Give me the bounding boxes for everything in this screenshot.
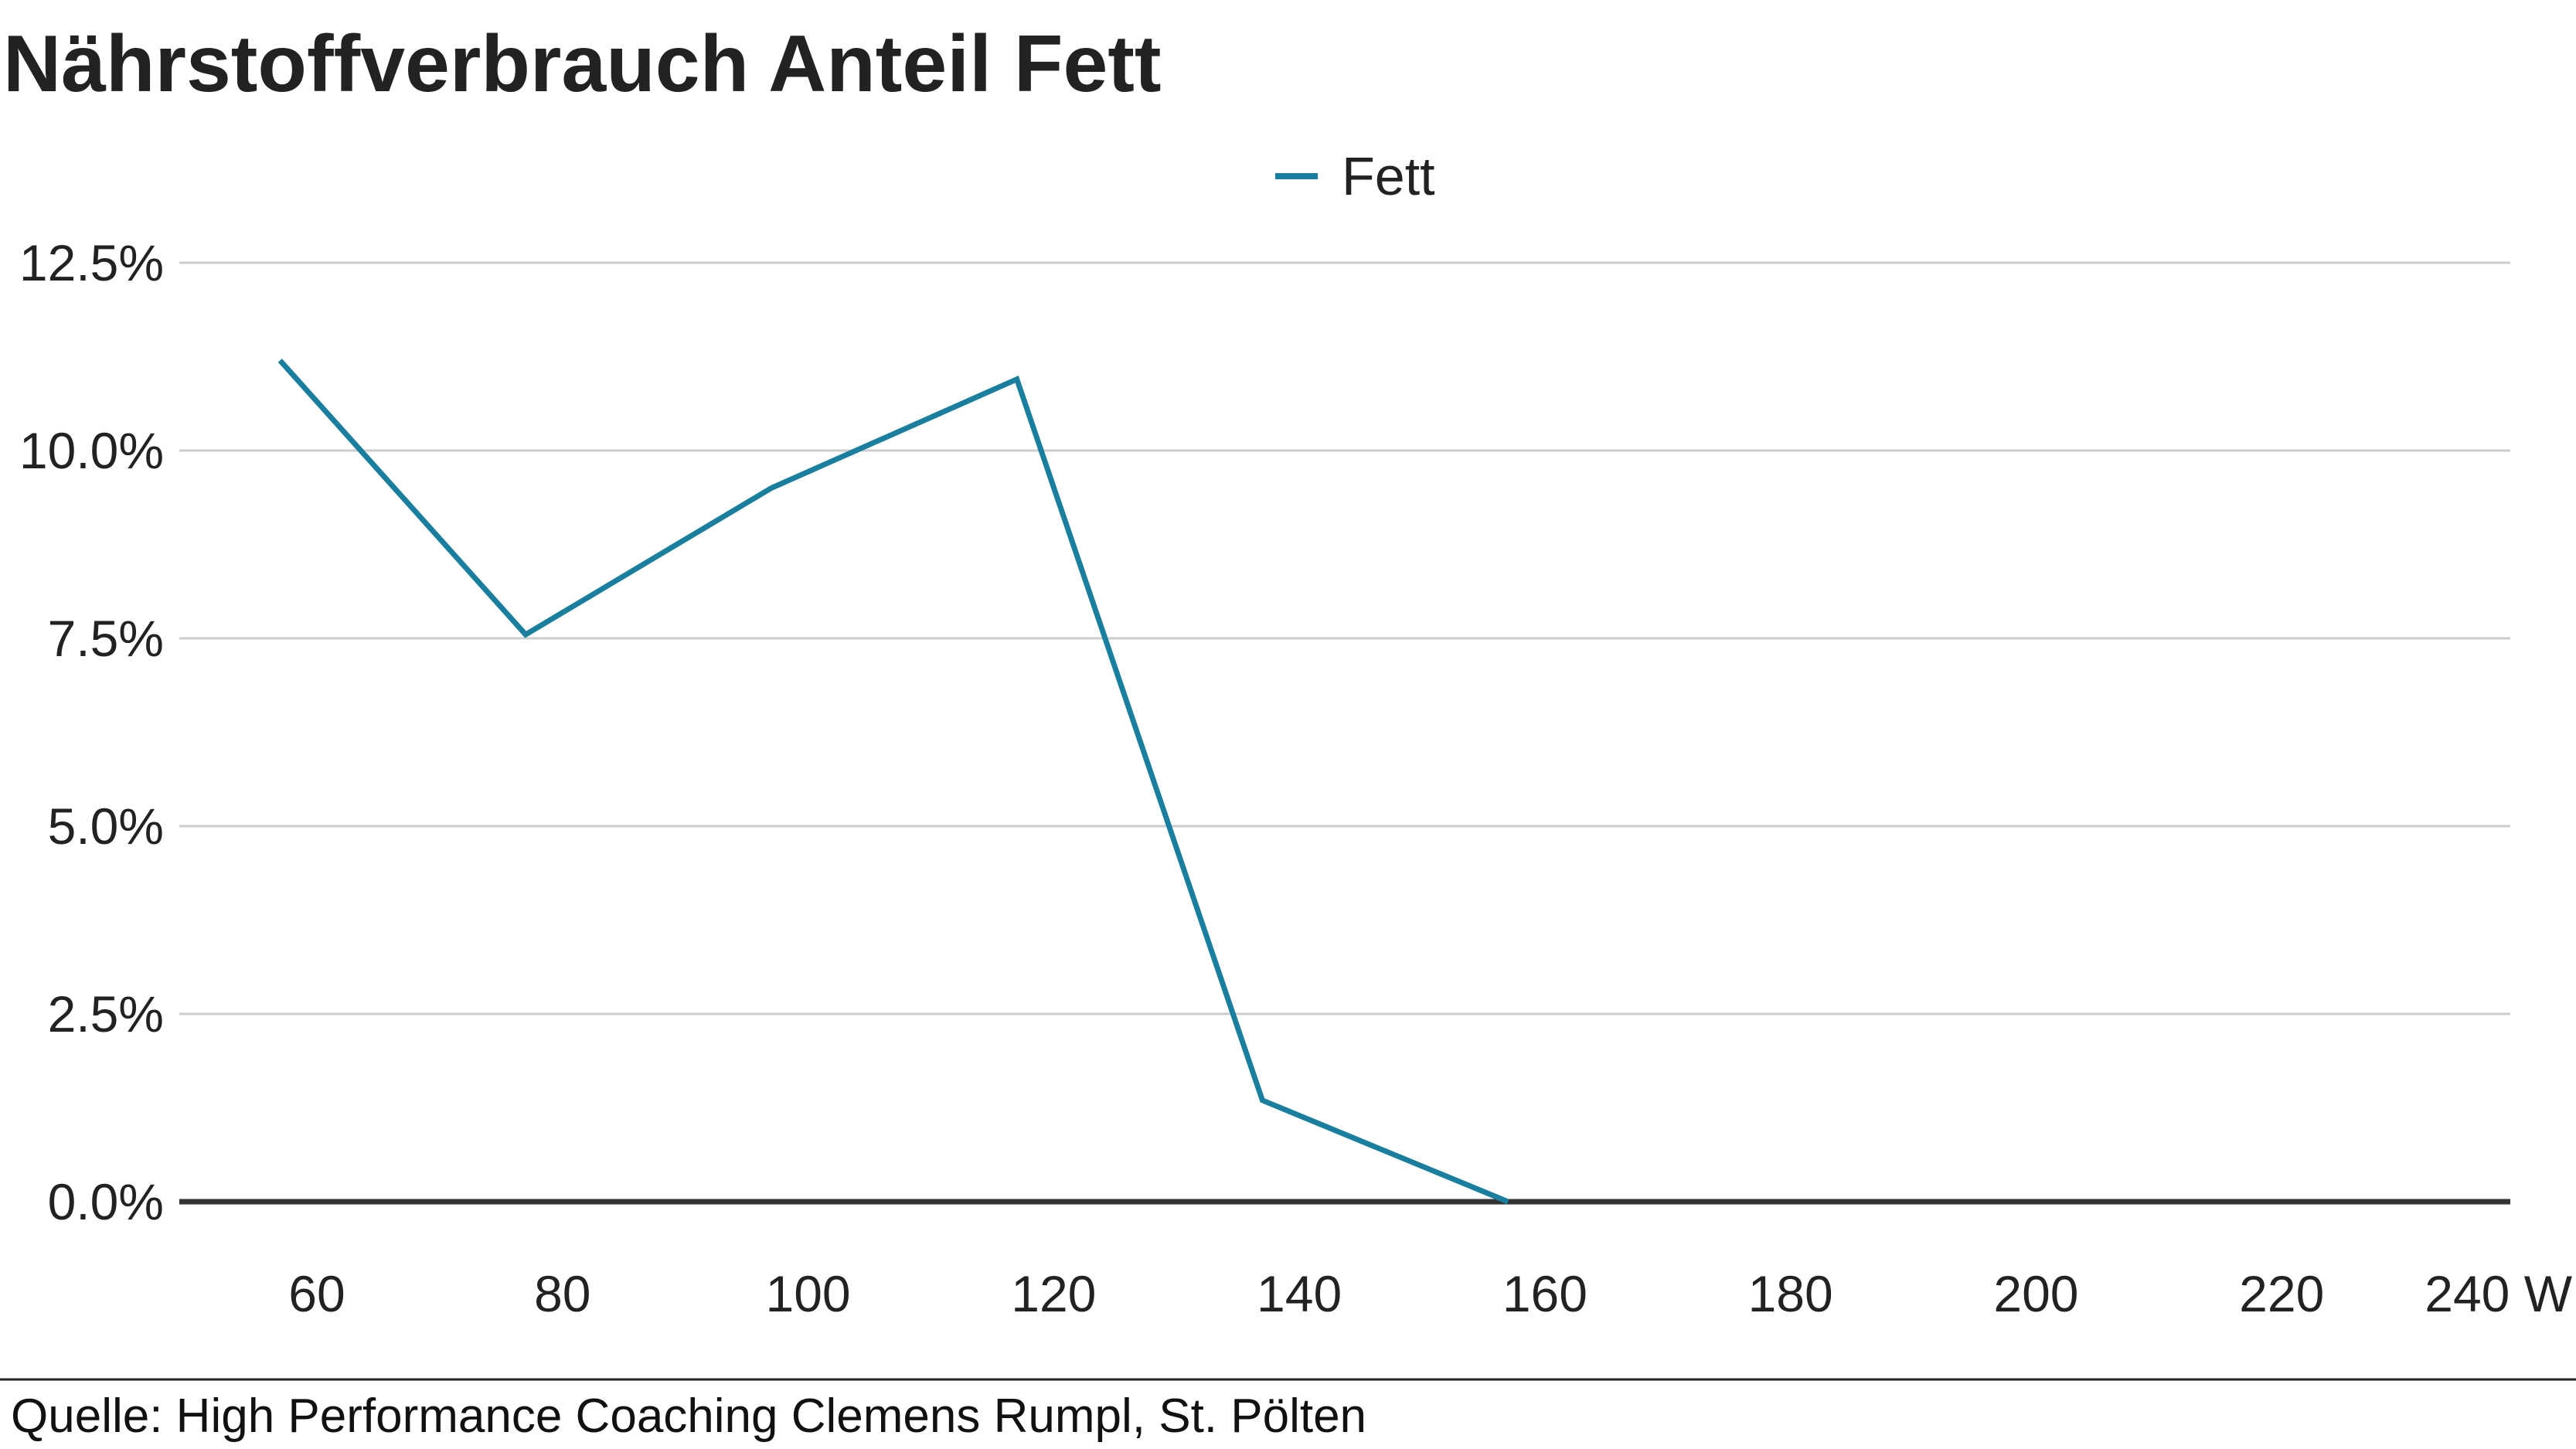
- x-tick-label: 160: [1502, 1265, 1587, 1322]
- y-tick-label: 5.0%: [48, 798, 164, 855]
- x-tick-label: 240 W: [2425, 1265, 2572, 1322]
- legend-label-fett: Fett: [1342, 146, 1435, 206]
- y-tick-label: 2.5%: [48, 985, 164, 1043]
- x-tick-label: 220: [2239, 1265, 2324, 1322]
- y-tick-label: 0.0%: [48, 1173, 164, 1230]
- y-axis-ticks: 0.0% 2.5% 5.0% 7.5% 10.0% 12.5%: [19, 234, 164, 1230]
- x-tick-label: 120: [1011, 1265, 1096, 1322]
- series-line-fett: [277, 359, 1509, 1205]
- legend: Fett: [1275, 146, 1435, 206]
- chart-title: Nährstoffverbrauch Anteil Fett: [3, 19, 1162, 109]
- series-group: [277, 359, 1509, 1205]
- x-tick-label: 140: [1257, 1265, 1342, 1322]
- x-tick-label: 180: [1748, 1265, 1833, 1322]
- x-tick-label: 60: [288, 1265, 345, 1322]
- x-tick-label: 100: [765, 1265, 850, 1322]
- x-tick-label: 200: [1993, 1265, 2078, 1322]
- y-tick-label: 12.5%: [19, 234, 164, 291]
- y-tick-label: 7.5%: [48, 610, 164, 667]
- source-note: Quelle: High Performance Coaching Clemen…: [11, 1389, 1366, 1443]
- gridlines: [179, 261, 2510, 1205]
- y-tick-label: 10.0%: [19, 422, 164, 479]
- x-axis-ticks: 60 80 100 120 140 160 180 200 220 240 W: [288, 1265, 2572, 1322]
- x-tick-label: 80: [534, 1265, 590, 1322]
